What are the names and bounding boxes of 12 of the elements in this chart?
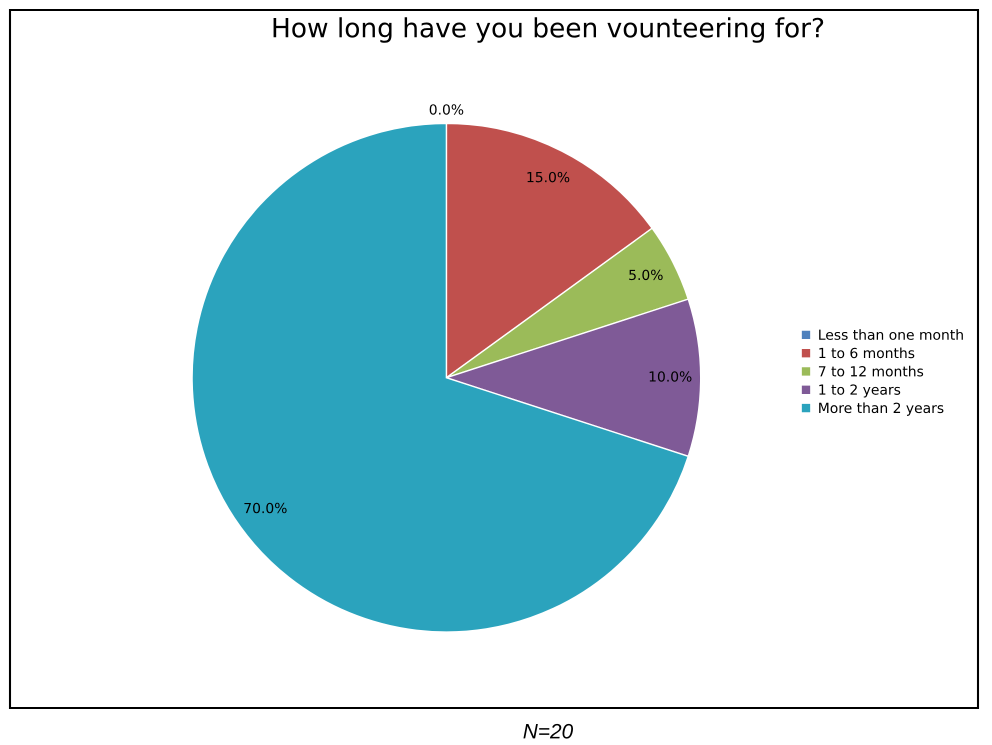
- text: 0.0%: [430, 104, 464, 115]
- legend-label: 1 to 6 months: [819, 347, 914, 358]
- legend-label: 7 to 12 months: [818, 366, 924, 377]
- legend-label: Less than one month: [819, 329, 963, 340]
- chart-title: How long have you been vounteering for?: [274, 17, 824, 43]
- data-label: 10.0%: [650, 371, 692, 382]
- text: N=20: [523, 724, 574, 739]
- legend-label: More than 2 years: [819, 402, 944, 416]
- data-label: 5.0%: [629, 270, 663, 280]
- data-label: 70.0%: [244, 502, 287, 514]
- data-label: 15.0%: [527, 172, 570, 182]
- legend-label: 1 to 2 years: [819, 384, 900, 398]
